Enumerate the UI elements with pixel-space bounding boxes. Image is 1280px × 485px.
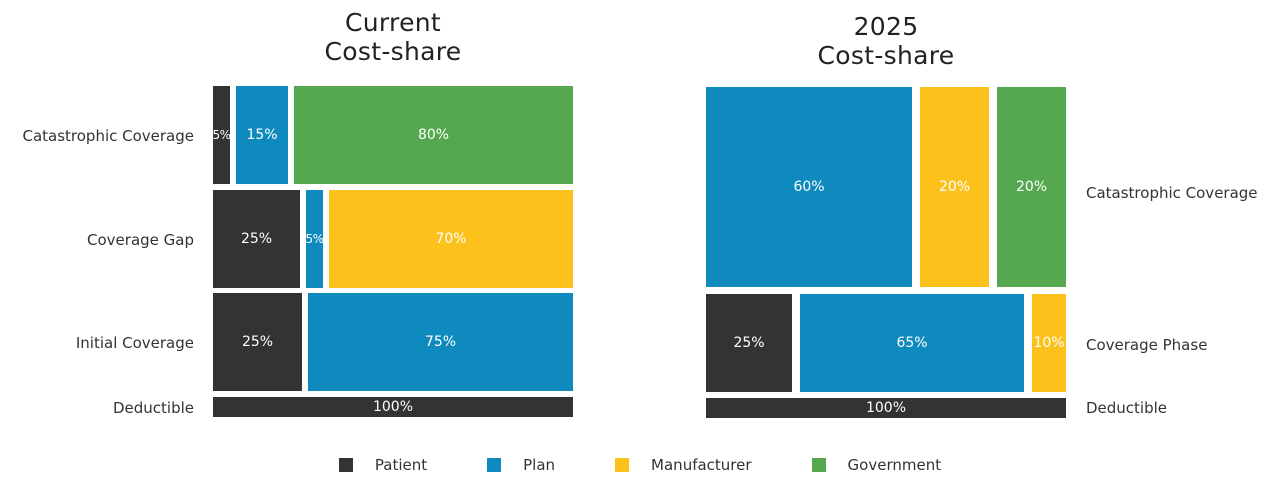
segment-value-label: 25% (241, 334, 274, 350)
bar-segment-plan: 60% (706, 87, 912, 287)
bar-segment-plan: 15% (236, 86, 288, 184)
segment-value-label: 100% (865, 400, 907, 416)
segment-value-label: 25% (240, 231, 273, 247)
legend-item-government: Government (811, 456, 942, 474)
bar-segment-patient: 25% (706, 294, 792, 392)
chart-title-2025: 2025 Cost-share (706, 12, 1066, 70)
bar-segment-manufacturer: 20% (920, 87, 989, 287)
bar-segment-plan: 65% (800, 294, 1024, 392)
legend-item-patient: Patient (338, 456, 428, 474)
legend-label-manufacturer: Manufacturer (651, 456, 752, 474)
segment-value-label: 25% (733, 335, 765, 351)
row-label-deductible-2025: Deductible (1086, 399, 1168, 417)
bar-segment-patient: 100% (213, 397, 573, 417)
chart-title-current: Current Cost-share (213, 8, 573, 66)
segment-value-label: 60% (793, 179, 825, 195)
bar-segment-patient: 100% (706, 398, 1066, 418)
bar-segment-plan: 75% (308, 293, 573, 391)
legend-label-government: Government (847, 456, 942, 474)
legend: Patient Plan Manufacturer Government (0, 456, 1280, 474)
segment-value-label: 5% (213, 128, 230, 142)
legend-swatch-government (811, 458, 826, 472)
segment-value-label: 80% (417, 127, 450, 143)
segment-value-label: 65% (896, 335, 928, 351)
legend-item-manufacturer: Manufacturer (615, 456, 752, 474)
title-line-1: 2025 (853, 12, 919, 41)
bar-segment-patient: 5% (213, 86, 230, 184)
bar-segment-plan: 5% (306, 190, 323, 288)
segment-value-label: 75% (424, 334, 457, 350)
bar-segment-manufacturer: 10% (1032, 294, 1066, 392)
row-label-coverage-gap: Coverage Gap (87, 231, 194, 249)
row-label-coverage-phase: Coverage Phase (1086, 336, 1208, 354)
bar-segment-patient: 25% (213, 190, 300, 288)
title-line-1: Current (345, 8, 441, 37)
segment-value-label: 5% (306, 232, 323, 246)
segment-value-label: 70% (435, 231, 467, 247)
bar-segment-government: 80% (294, 86, 573, 184)
row-label-deductible-current: Deductible (112, 399, 194, 417)
title-line-2: Cost-share (324, 37, 462, 66)
row-label-catastrophic-current: Catastrophic Coverage (22, 127, 194, 145)
segment-value-label: 20% (938, 179, 971, 195)
row-label-initial-coverage: Initial Coverage (75, 334, 194, 352)
row-label-catastrophic-2025: Catastrophic Coverage (1086, 184, 1258, 202)
legend-swatch-patient (338, 458, 353, 472)
segment-value-label: 15% (246, 127, 278, 143)
legend-swatch-plan (487, 458, 502, 472)
legend-label-plan: Plan (523, 456, 556, 474)
segment-value-label: 100% (372, 399, 414, 415)
bar-segment-patient: 25% (213, 293, 302, 391)
bar-segment-manufacturer: 70% (329, 190, 573, 288)
segment-value-label: 10% (1033, 335, 1065, 351)
segment-value-label: 20% (1015, 179, 1048, 195)
legend-item-plan: Plan (487, 456, 555, 474)
legend-label-patient: Patient (374, 456, 428, 474)
legend-swatch-manufacturer (615, 458, 630, 472)
bar-segment-government: 20% (997, 87, 1066, 287)
title-line-2: Cost-share (817, 41, 955, 70)
